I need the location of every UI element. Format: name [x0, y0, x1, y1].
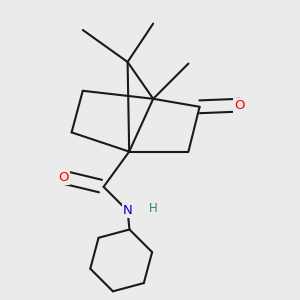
- Text: H: H: [148, 202, 157, 215]
- Text: O: O: [234, 99, 245, 112]
- Text: N: N: [123, 204, 133, 217]
- Text: O: O: [58, 171, 69, 184]
